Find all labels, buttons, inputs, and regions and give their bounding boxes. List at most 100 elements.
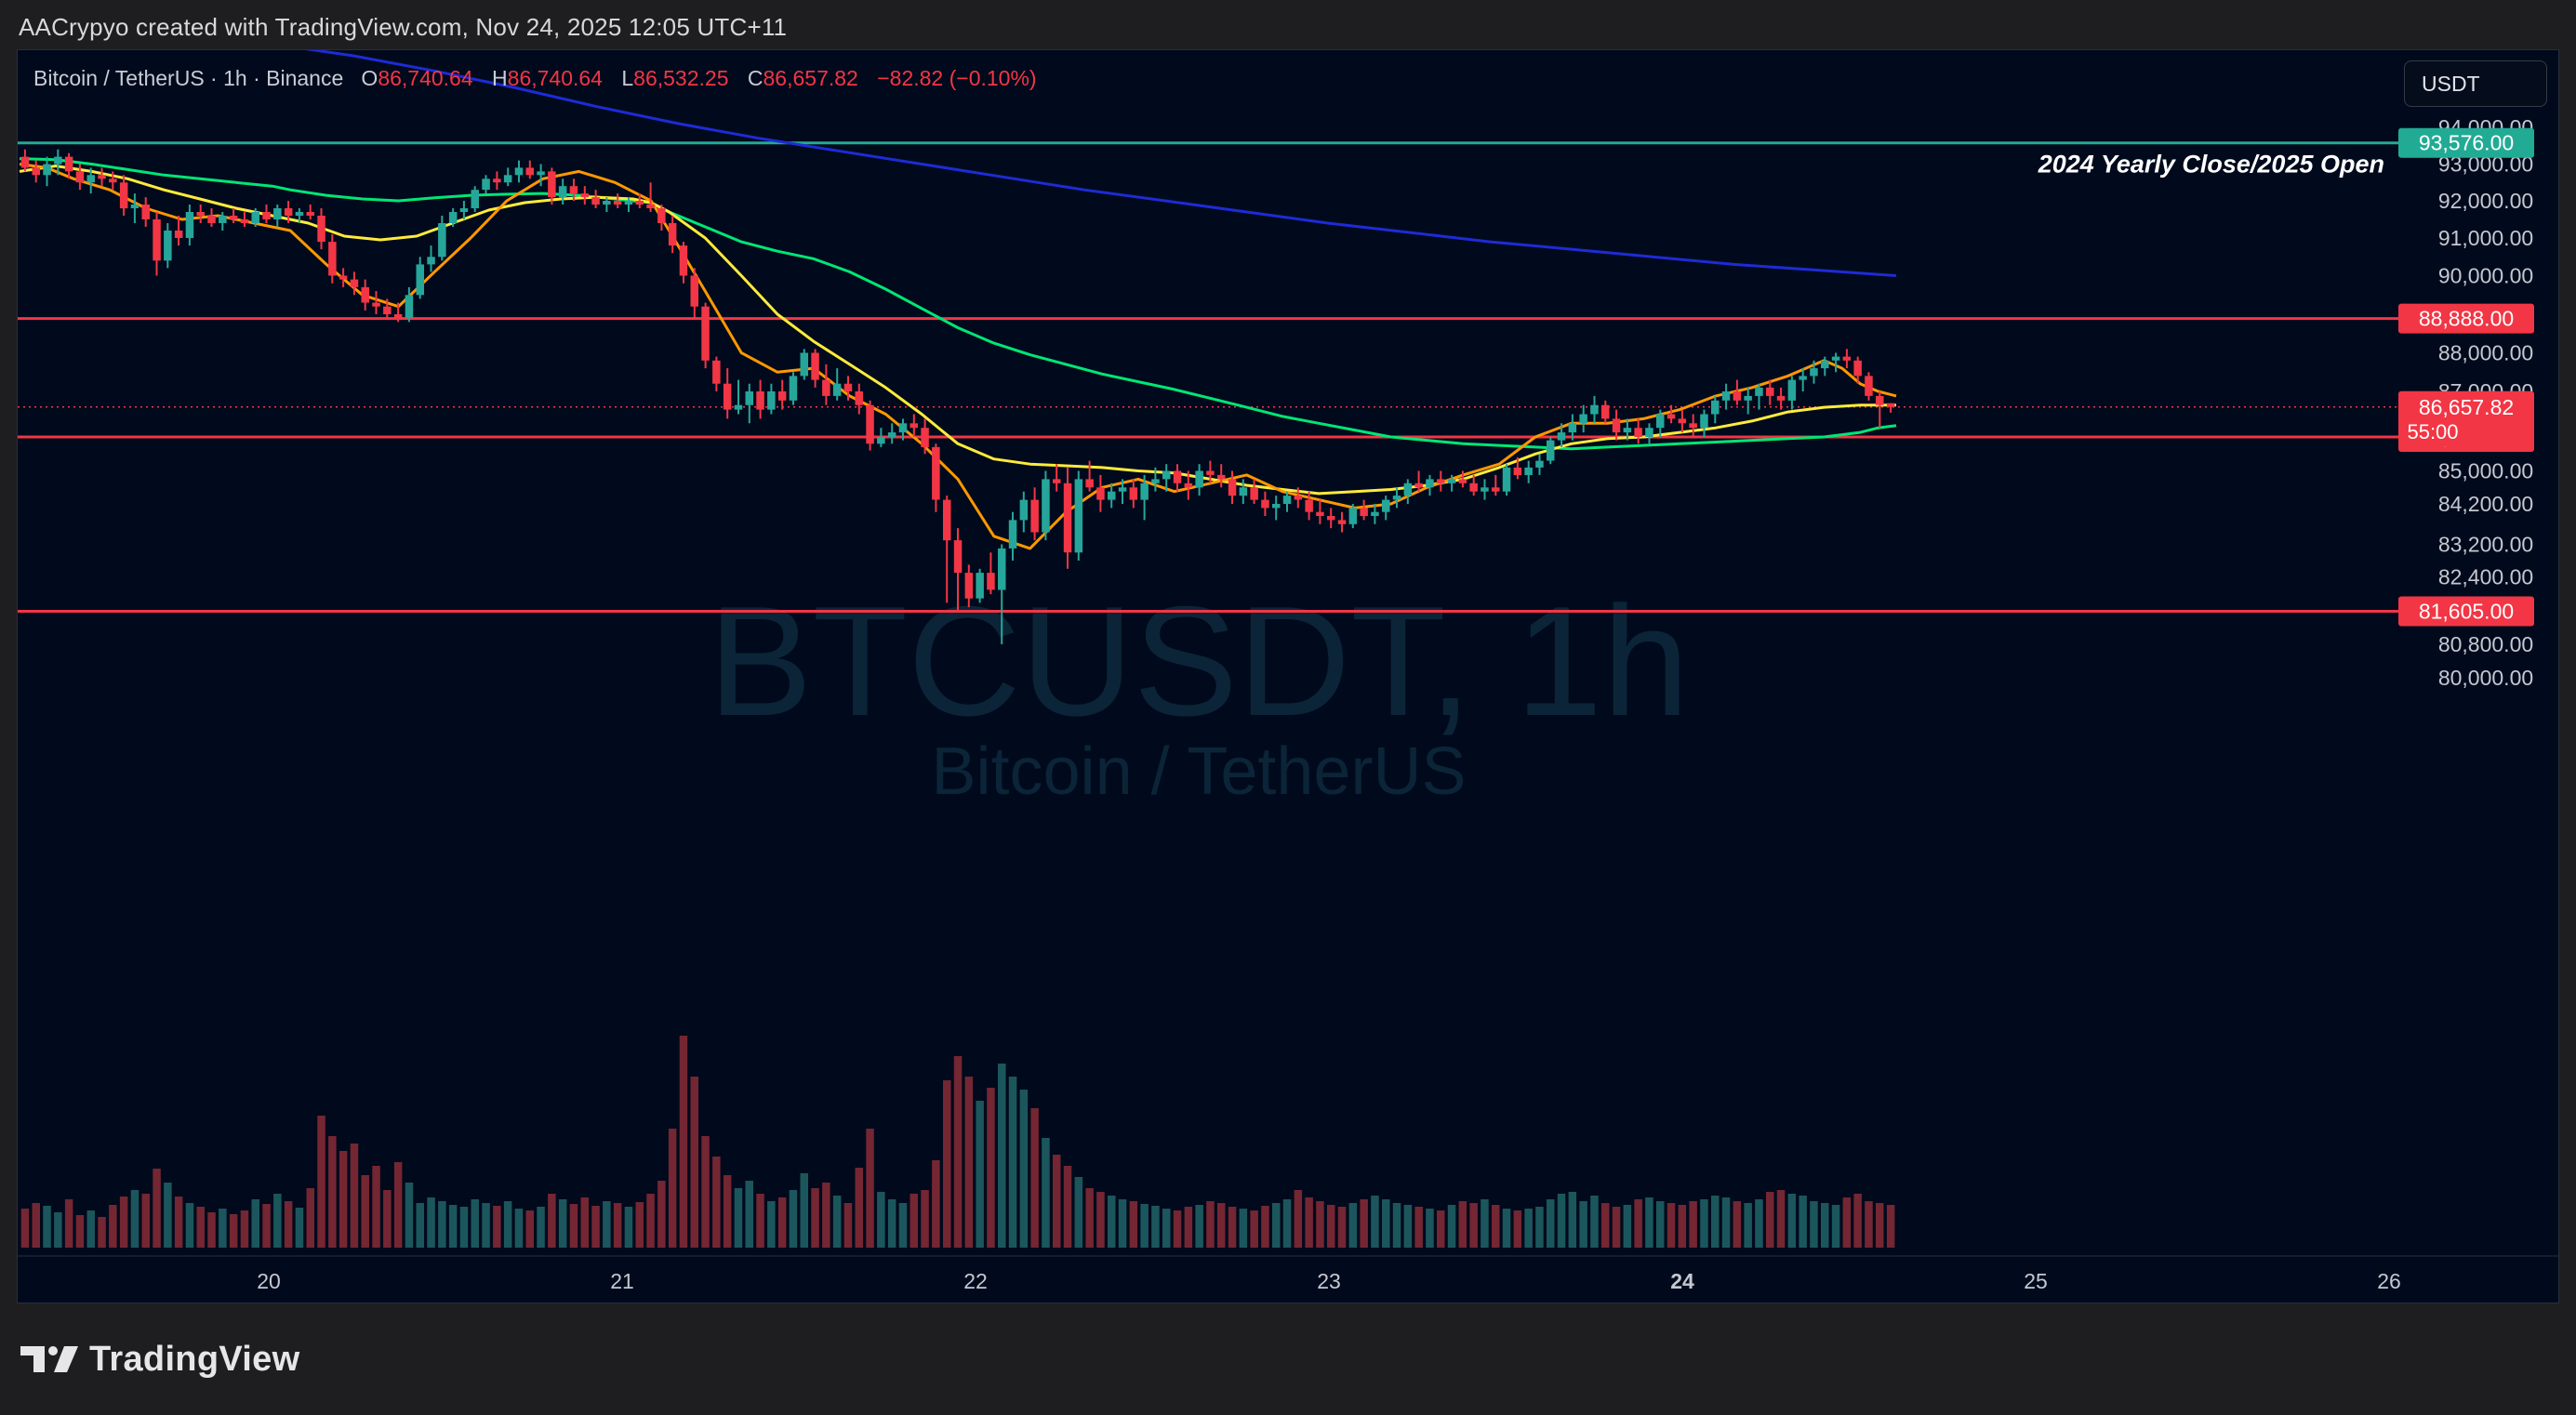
candle: [1327, 508, 1335, 529]
candle: [20, 149, 30, 172]
candle-body: [1513, 467, 1522, 475]
candle-body: [1140, 483, 1149, 500]
price-axis[interactable]: 95,000.0094,000.0093,000.0092,000.0091,0…: [2398, 78, 2534, 691]
volume-bar: [1634, 1199, 1642, 1248]
candle: [1666, 404, 1676, 424]
candle-body: [1392, 496, 1401, 500]
change-value: −82.82 (−0.10%): [877, 66, 1037, 90]
candle-body: [789, 376, 798, 401]
time-axis[interactable]: 20 21 22 23 24 25 26: [18, 1255, 2559, 1293]
volume-bar: [109, 1205, 117, 1248]
candle-body: [1535, 460, 1544, 468]
chart-panel[interactable]: BTCUSDT, 1h Bitcoin / TetherUS 2024 Year…: [17, 49, 2559, 1303]
volume-bar: [646, 1194, 655, 1248]
price-tick-label: 80,800.00: [2438, 632, 2533, 656]
brand-logo[interactable]: TradingView: [20, 1339, 299, 1380]
watermark: BTCUSDT, 1h Bitcoin / TetherUS: [709, 574, 1690, 809]
candle: [416, 257, 424, 299]
candle: [537, 164, 545, 187]
volume-bar: [1348, 1203, 1358, 1248]
candle: [339, 268, 348, 287]
candle-body: [141, 205, 150, 219]
candle: [383, 298, 392, 319]
level-annotation: 2024 Yearly Close/2025 Open: [2038, 151, 2384, 179]
candle: [64, 152, 73, 179]
candle-body: [921, 428, 929, 447]
candle-body: [1481, 487, 1489, 492]
candle-body: [624, 201, 633, 205]
candle-body: [372, 302, 380, 307]
candle-body: [1195, 470, 1203, 488]
volume-bar: [1601, 1203, 1610, 1248]
candle-body: [1129, 487, 1138, 500]
volume-bar: [262, 1204, 271, 1248]
candle-body: [646, 205, 655, 208]
volume-bar: [1403, 1205, 1413, 1248]
candle: [1008, 511, 1017, 561]
volume-bar: [1437, 1210, 1445, 1248]
candle: [800, 349, 808, 380]
candle: [1755, 383, 1763, 410]
price-chart[interactable]: BTCUSDT, 1h Bitcoin / TetherUS 2024 Year…: [18, 50, 2559, 1303]
symbol-legend[interactable]: Bitcoin / TetherUS · 1h · Binance O86,74…: [33, 66, 1050, 91]
volume-bar: [558, 1199, 567, 1248]
candle-body: [1842, 356, 1852, 361]
volume-bar: [1492, 1205, 1500, 1248]
volume-bar: [1469, 1203, 1478, 1248]
candle: [1886, 403, 1895, 413]
candle-body: [339, 275, 348, 280]
volume-bar: [1337, 1207, 1347, 1248]
candle-body: [1700, 414, 1708, 429]
candle-body: [701, 306, 710, 361]
candle-body: [1733, 391, 1742, 401]
candle: [1579, 404, 1587, 433]
high-label: H: [492, 66, 508, 90]
candle: [1173, 464, 1182, 492]
candle: [1316, 499, 1324, 524]
candle: [1228, 470, 1237, 504]
last-price-tag: [2398, 390, 2534, 447]
level-price-tag: [2398, 596, 2534, 627]
candle: [1787, 376, 1797, 410]
volume-bar: [32, 1203, 40, 1248]
volume-bar: [1118, 1199, 1127, 1248]
volume-bar: [1294, 1190, 1303, 1248]
candle-body: [405, 295, 414, 319]
candle-body: [1282, 496, 1292, 504]
volume-bars: [20, 1036, 1895, 1248]
time-tick-label: 21: [610, 1269, 634, 1293]
candle: [284, 201, 293, 223]
candle-body: [416, 264, 424, 296]
volume-bar: [1414, 1207, 1423, 1248]
volume-bar: [1656, 1201, 1665, 1248]
volume-bar: [668, 1129, 677, 1248]
volume-bar: [1700, 1199, 1708, 1248]
candle-body: [284, 208, 293, 216]
candle: [1250, 479, 1258, 504]
candle-body: [1437, 479, 1445, 483]
candle: [54, 149, 62, 176]
currency-button[interactable]: USDT: [2404, 60, 2547, 107]
candle-body: [306, 212, 314, 216]
time-tick-label: 23: [1317, 1269, 1341, 1293]
volume-bar: [1590, 1196, 1599, 1248]
candle-body: [86, 175, 95, 183]
volume-bar: [1776, 1190, 1786, 1248]
volume-bar: [130, 1190, 139, 1248]
candle: [438, 216, 446, 261]
open-value: 86,740.64: [378, 66, 473, 90]
candle-body: [1547, 440, 1555, 461]
candle-body: [1458, 479, 1467, 483]
candle-body: [1721, 391, 1731, 401]
candle-body: [317, 216, 325, 243]
candle: [427, 245, 435, 272]
candle-body: [866, 404, 874, 444]
candle: [1590, 395, 1599, 424]
candle: [207, 208, 216, 227]
volume-bar: [998, 1064, 1006, 1248]
symbol-title[interactable]: Bitcoin / TetherUS · 1h · Binance: [33, 66, 344, 90]
candle-body: [1337, 520, 1347, 524]
candle: [1151, 467, 1160, 492]
candle: [1140, 474, 1149, 521]
candle: [767, 383, 776, 415]
